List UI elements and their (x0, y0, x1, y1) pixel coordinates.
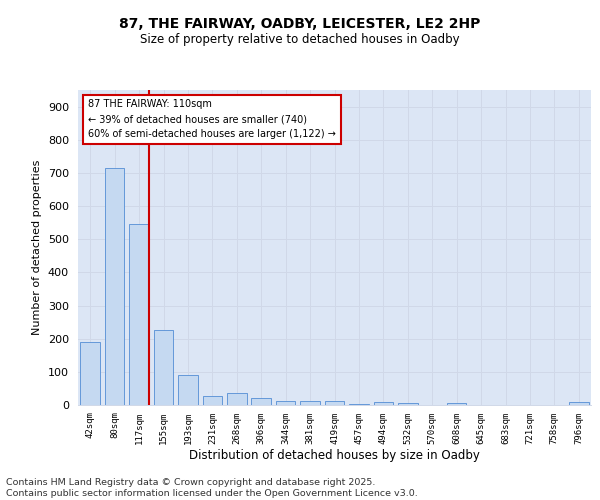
Bar (374, 402, 393, 405)
Text: 87 THE FAIRWAY: 110sqm
← 39% of detached houses are smaller (740)
60% of semi-de: 87 THE FAIRWAY: 110sqm ← 39% of detached… (88, 100, 336, 139)
Text: Size of property relative to detached houses in Oadby: Size of property relative to detached ho… (140, 32, 460, 46)
Bar (276, 401, 295, 405)
Bar (349, 404, 368, 405)
Bar (569, 402, 589, 405)
Text: 87, THE FAIRWAY, OADBY, LEICESTER, LE2 2HP: 87, THE FAIRWAY, OADBY, LEICESTER, LE2 2… (119, 18, 481, 32)
Bar (178, 375, 198, 405)
Bar (300, 402, 320, 405)
X-axis label: Distribution of detached houses by size in Oadby: Distribution of detached houses by size … (189, 449, 480, 462)
Bar (130, 224, 149, 405)
Bar (398, 404, 418, 405)
Bar (154, 330, 173, 405)
Bar (447, 404, 466, 405)
Bar (105, 168, 124, 405)
Text: Contains HM Land Registry data © Crown copyright and database right 2025.
Contai: Contains HM Land Registry data © Crown c… (6, 478, 418, 498)
Y-axis label: Number of detached properties: Number of detached properties (32, 160, 42, 335)
Bar (227, 392, 247, 405)
Bar (203, 396, 222, 405)
Bar (325, 401, 344, 405)
Bar (251, 398, 271, 405)
Bar (80, 342, 100, 405)
